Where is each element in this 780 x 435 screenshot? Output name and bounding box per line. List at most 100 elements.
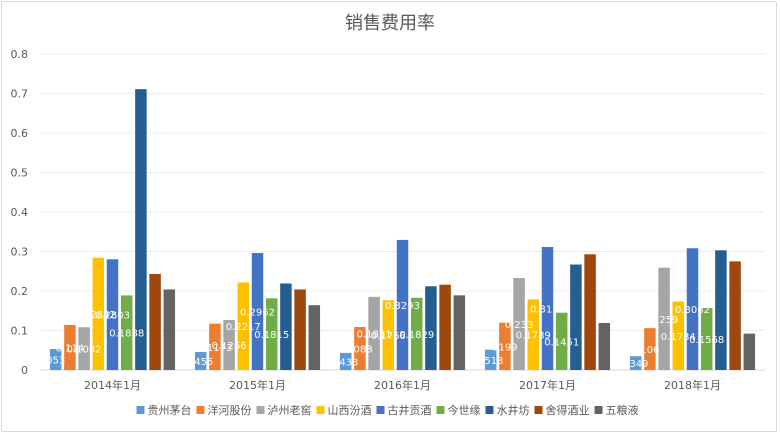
y-tick-label: 0.1 <box>11 325 29 338</box>
bar <box>223 319 235 370</box>
bar <box>644 328 656 370</box>
data-label: 0.1851 <box>357 329 392 340</box>
data-label: 0.3082 <box>675 305 710 316</box>
bar <box>149 274 161 370</box>
legend-swatch <box>196 406 205 414</box>
y-tick-label: 0.2 <box>11 285 29 298</box>
legend-swatch <box>256 406 265 414</box>
bar <box>584 254 596 370</box>
data-label: 0.2803 <box>95 311 130 322</box>
bar <box>729 261 741 370</box>
bar <box>237 282 250 370</box>
y-tick-label: 0.4 <box>11 206 29 219</box>
data-label: 0.3293 <box>385 301 420 312</box>
legend-swatch <box>534 406 543 414</box>
x-tick-label: 2017年1月 <box>519 378 576 392</box>
data-label: 0.2842 <box>81 310 116 321</box>
bar <box>658 267 670 370</box>
bar <box>368 296 380 370</box>
bar <box>163 289 176 370</box>
x-axis: 2014年1月 2015年1月 2016年1月 2017年1月 2018年1月 <box>84 378 721 392</box>
legend-label: 舍得酒业 <box>546 403 590 417</box>
bar <box>410 297 423 370</box>
data-label: 0455 <box>188 357 213 368</box>
data-label: 0.1173 <box>197 343 232 354</box>
legend-label: 洋河股份 <box>208 403 252 417</box>
x-tick-label: 2015年1月 <box>229 378 286 392</box>
bar <box>555 312 568 370</box>
data-label: 0.1789 <box>516 331 551 342</box>
y-tick-label: 0.7 <box>11 88 29 101</box>
x-tick-label: 2014年1月 <box>84 378 141 392</box>
legend: 贵州茅台 洋河股份 泸州老窖 山西汾酒 古井贡酒 今世缘 水井坊 舍得酒业 五粮液 <box>136 403 639 417</box>
bar <box>598 322 611 370</box>
bar <box>686 248 699 370</box>
bar <box>251 253 264 370</box>
bar <box>106 259 119 370</box>
bar <box>425 286 437 370</box>
legend-label: 山西汾酒 <box>328 404 372 417</box>
bar <box>513 277 525 370</box>
data-label: 0.1815 <box>254 330 289 341</box>
y-axis: 0 0.1 0.2 0.3 0.4 0.5 0.6 0.7 0.8 <box>11 48 29 377</box>
data-label: 0.1766 <box>371 331 406 342</box>
bar <box>339 352 352 370</box>
bar <box>453 295 466 370</box>
data-label: 0.1888 <box>109 329 144 340</box>
y-tick-label: 0.6 <box>11 127 29 140</box>
bar <box>294 289 306 370</box>
bar <box>570 264 582 370</box>
legend-label: 水井坊 <box>497 403 530 417</box>
legend-label: 今世缘 <box>448 403 481 417</box>
data-label: 0.1451 <box>544 337 579 348</box>
bars <box>49 89 756 370</box>
legend-label: 五粮液 <box>606 403 639 417</box>
data-label: 0433 <box>333 357 358 368</box>
legend-label: 古井贡酒 <box>388 403 432 417</box>
legend-label: 泸州老窖 <box>268 403 312 417</box>
bar <box>49 349 62 370</box>
legend-swatch <box>136 406 145 414</box>
data-label: 0.1568 <box>689 335 724 346</box>
data-label: 0.233 <box>505 320 534 331</box>
data-label: 0.1829 <box>399 330 434 341</box>
y-tick-label: 0.3 <box>11 246 29 259</box>
legend-swatch <box>594 406 603 414</box>
data-label: 1199 <box>492 342 517 353</box>
data-label: 0.2962 <box>240 308 275 319</box>
data-label: 1088 <box>347 345 372 356</box>
bar <box>382 300 395 370</box>
bar <box>396 239 409 370</box>
legend-swatch <box>436 406 445 414</box>
bar <box>629 356 642 370</box>
bar <box>135 89 147 370</box>
data-label: 0.2217 <box>226 322 261 333</box>
y-tick-label: 0.5 <box>11 167 29 180</box>
y-tick-label: 0 <box>21 364 28 377</box>
bar <box>120 295 133 370</box>
bar <box>527 299 540 370</box>
legend-swatch <box>485 406 494 414</box>
bar <box>715 250 727 370</box>
chart-title: 销售费用率 <box>345 13 435 34</box>
bar <box>194 352 207 370</box>
data-label: 0.114 <box>56 343 85 354</box>
data-label: 0.1734 <box>661 332 696 343</box>
bar <box>308 305 321 370</box>
data-label: 053 <box>46 356 65 367</box>
bar <box>78 327 90 370</box>
bar <box>92 257 105 370</box>
data-label: 0349 <box>623 359 648 370</box>
bar <box>64 324 76 370</box>
y-tick-label: 0.8 <box>11 48 29 61</box>
data-label: 0.259 <box>650 315 679 326</box>
legend-swatch <box>316 406 325 414</box>
bar <box>499 322 511 370</box>
bar <box>209 323 221 370</box>
data-label: 106 <box>640 345 659 356</box>
legend-swatch <box>376 406 385 414</box>
x-tick-label: 2016年1月 <box>374 378 431 392</box>
bar <box>541 247 554 370</box>
